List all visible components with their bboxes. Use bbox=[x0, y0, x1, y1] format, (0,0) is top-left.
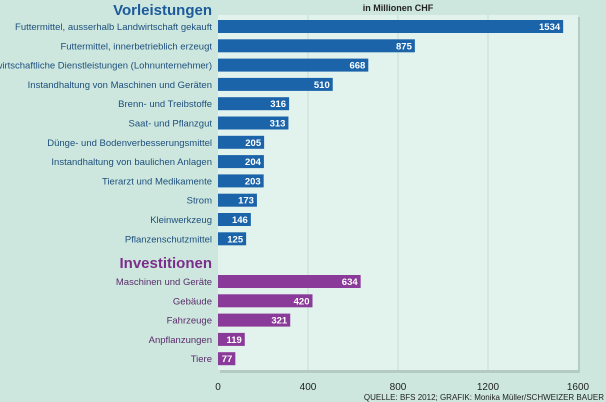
bar bbox=[218, 116, 289, 130]
category-label: Landwirtschaftliche Dienstleistungen (Lo… bbox=[0, 61, 212, 72]
category-label: Pflanzenschutzmittel bbox=[125, 234, 212, 245]
category-label: Tiere bbox=[191, 354, 212, 365]
bar bbox=[218, 313, 291, 327]
value-label: 875 bbox=[396, 41, 413, 52]
bar bbox=[218, 20, 564, 33]
x-tick-label: 400 bbox=[300, 382, 317, 393]
bar bbox=[218, 135, 265, 149]
group-title-vorleistungen: Vorleistungen bbox=[113, 2, 212, 19]
value-label: 119 bbox=[226, 335, 241, 346]
bar bbox=[218, 352, 236, 366]
bar bbox=[218, 275, 361, 288]
value-label: 77 bbox=[222, 354, 233, 365]
x-tick-label: 1600 bbox=[567, 382, 590, 393]
value-label: 205 bbox=[245, 138, 262, 149]
category-label: Kleinwerkzeug bbox=[150, 215, 212, 226]
value-label: 1534 bbox=[539, 22, 561, 33]
bar bbox=[218, 155, 264, 169]
value-label: 420 bbox=[294, 296, 310, 307]
bar bbox=[218, 332, 245, 346]
category-label: Brenn- und Treibstoffe bbox=[118, 99, 212, 110]
bar bbox=[218, 193, 257, 207]
category-label: Futtermittel, innerbetrieblich erzeugt bbox=[60, 41, 212, 52]
group-title-investitionen: Investitionen bbox=[119, 255, 212, 272]
bar bbox=[218, 213, 251, 226]
value-label: 173 bbox=[238, 196, 254, 207]
category-label: Strom bbox=[187, 196, 212, 207]
category-label: Fahrzeuge bbox=[167, 316, 212, 327]
source-note: QUELLE: BFS 2012; GRAFIK: Monika Müller/… bbox=[364, 393, 604, 402]
value-label: 313 bbox=[270, 119, 286, 130]
category-label: Dünge- und Bodenverbesserungsmittel bbox=[47, 138, 212, 149]
category-label: Futtermittel, ausserhalb Landwirtschaft … bbox=[15, 22, 212, 33]
category-label: Anpflanzungen bbox=[149, 335, 212, 346]
value-label: 146 bbox=[232, 215, 248, 226]
bar bbox=[218, 97, 290, 111]
category-label: Gebäude bbox=[173, 296, 212, 307]
category-label: Maschinen und Geräte bbox=[116, 277, 212, 288]
category-label: Tierarzt und Medikamente bbox=[102, 176, 212, 187]
category-label: Instandhaltung von Maschinen und Geräten bbox=[28, 80, 212, 91]
bar bbox=[218, 77, 333, 91]
value-label: 668 bbox=[349, 61, 365, 72]
value-label: 125 bbox=[227, 234, 244, 245]
bar bbox=[218, 58, 369, 72]
value-label: 203 bbox=[245, 176, 261, 187]
bar bbox=[218, 174, 264, 188]
x-tick-label: 1200 bbox=[477, 382, 500, 393]
value-label: 510 bbox=[314, 80, 330, 91]
category-label: Saat- und Pflanzgut bbox=[129, 119, 213, 130]
bar bbox=[218, 294, 313, 308]
value-label: 634 bbox=[342, 277, 359, 288]
value-label: 204 bbox=[245, 157, 262, 168]
unit-label: in Millionen CHF bbox=[363, 3, 434, 13]
bar bbox=[218, 39, 415, 53]
x-tick-label: 800 bbox=[390, 382, 407, 393]
bar bbox=[218, 232, 247, 246]
value-label: 321 bbox=[271, 316, 288, 327]
category-label: Instandhaltung von baulichen Anlagen bbox=[51, 157, 212, 168]
value-label: 316 bbox=[270, 99, 286, 110]
x-tick-label: 0 bbox=[215, 382, 221, 393]
